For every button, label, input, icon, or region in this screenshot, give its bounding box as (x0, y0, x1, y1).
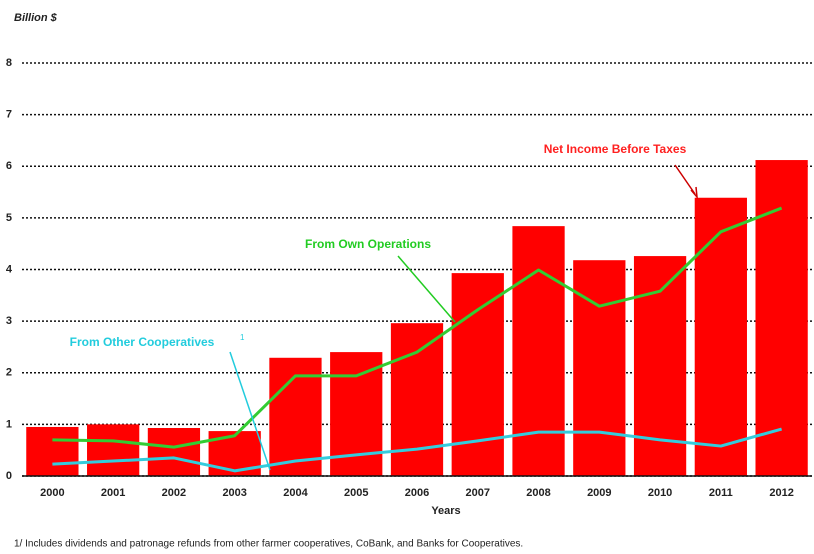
x-tick-label: 2010 (648, 487, 672, 499)
x-tick-label: 2004 (283, 487, 308, 499)
footnote: 1/ Includes dividends and patronage refu… (14, 539, 523, 550)
x-tick-label: 2007 (466, 487, 490, 499)
y-tick-label: 6 (6, 160, 12, 172)
y-tick-label: 1 (6, 418, 12, 430)
bar (755, 160, 808, 476)
x-axis-label: Years (431, 505, 460, 517)
plot-area: 0 1 2 3 4 5 6 7 8 2000 2001 2002 2003 2004 2005 2006 200… (6, 57, 812, 499)
x-tick-label: 2003 (222, 487, 246, 499)
y-axis-label: Billion $ (14, 12, 58, 24)
bar (87, 424, 140, 476)
y-tick-label: 0 (6, 470, 12, 482)
x-tick-label: 2012 (769, 487, 793, 499)
x-tick-label: 2000 (40, 487, 64, 499)
x-tick-label: 2001 (101, 487, 125, 499)
series-annotation: From Own Operations (305, 237, 431, 251)
bar (26, 426, 79, 476)
line-series (52, 427, 783, 473)
bar (694, 197, 747, 476)
bar (147, 427, 201, 476)
note-marker: 1 (240, 333, 245, 342)
x-tick-label: 2009 (587, 487, 611, 499)
bar (390, 323, 444, 476)
y-tick-label: 5 (6, 212, 12, 224)
x-tick-label: 2011 (709, 487, 733, 499)
x-tick-label: 2005 (344, 487, 368, 499)
y-tick-label: 7 (6, 109, 12, 121)
annotation-arrow (674, 164, 696, 195)
y-tick-label: 3 (6, 315, 12, 327)
y-tick-label: 8 (6, 57, 12, 69)
annotation-line (229, 351, 271, 471)
x-tick-label: 2008 (526, 487, 550, 499)
series-annotation: From Other Cooperatives (70, 335, 215, 349)
bar (512, 226, 565, 476)
y-tick-label: 4 (6, 263, 13, 275)
annotation-arrowhead (690, 186, 698, 200)
x-tick-label: 2002 (162, 487, 186, 499)
line-series (52, 206, 783, 449)
annotation-line (397, 255, 456, 323)
x-tick-label: 2006 (405, 487, 429, 499)
series-annotation: Net Income Before Taxes (544, 142, 687, 156)
y-tick-label: 2 (6, 367, 12, 379)
bar (573, 260, 626, 476)
bar (451, 273, 504, 476)
